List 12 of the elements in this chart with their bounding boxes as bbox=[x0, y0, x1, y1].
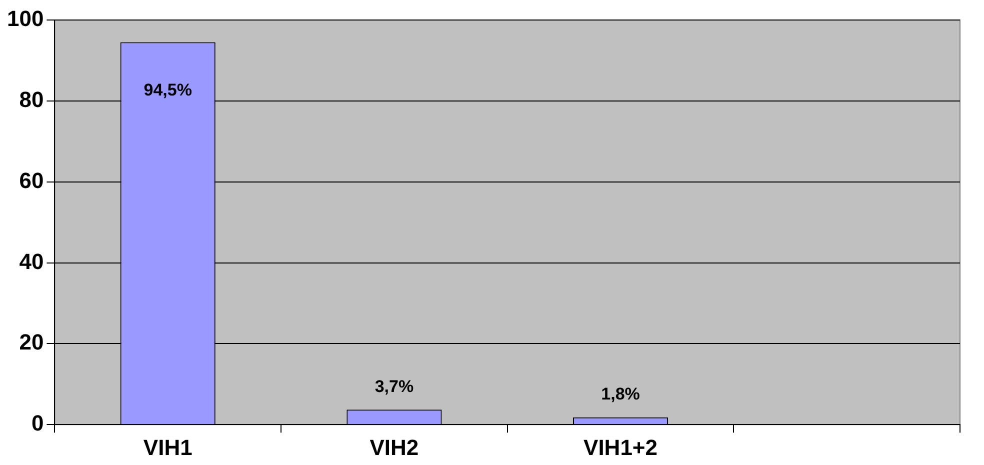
data-label: 94,5% bbox=[144, 80, 192, 100]
y-tick-label: 20 bbox=[19, 330, 44, 355]
data-label: 3,7% bbox=[374, 376, 414, 396]
y-tick-label: 100 bbox=[6, 6, 44, 32]
x-tick-label: VIH1+2 bbox=[584, 434, 658, 460]
y-tick-label: 80 bbox=[19, 86, 44, 112]
data-label: 1,8% bbox=[601, 384, 640, 404]
y-tick-label: 0 bbox=[31, 410, 44, 436]
y-tick-label: 60 bbox=[19, 168, 44, 193]
x-tick-label: VIH2 bbox=[370, 434, 419, 460]
x-tick-label: VIH1 bbox=[143, 434, 192, 460]
y-tick-label: 40 bbox=[19, 248, 44, 274]
